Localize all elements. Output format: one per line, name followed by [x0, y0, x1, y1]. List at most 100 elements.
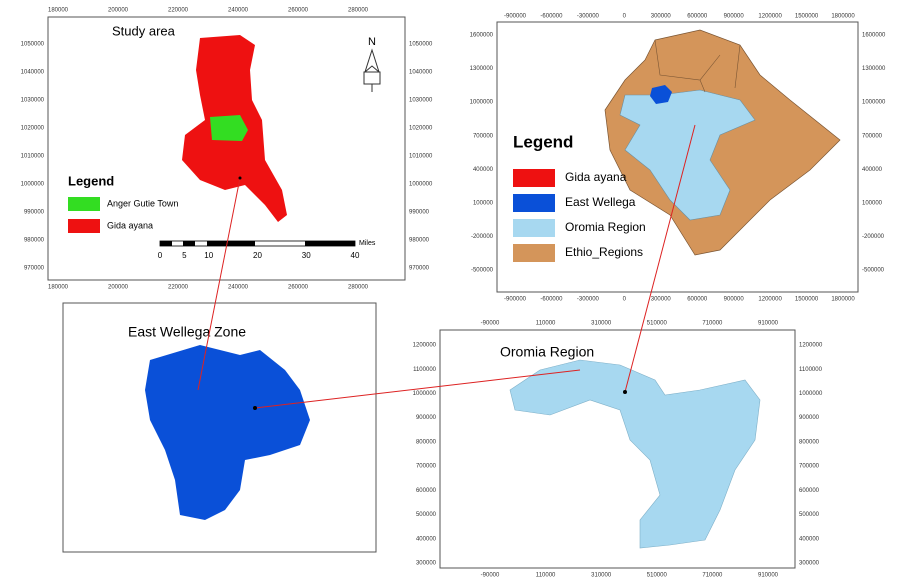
y-tick-label: 1050000: [409, 42, 433, 48]
x-tick-label: -600000: [540, 297, 563, 303]
x-tick-label: 240000: [228, 285, 249, 291]
y-tick-label: 300000: [416, 561, 437, 567]
east-wellega-shape: [145, 345, 310, 520]
oromia-title: Oromia Region: [500, 344, 594, 360]
study-area-title: Study area: [112, 23, 176, 38]
y-tick-label: 980000: [409, 238, 430, 244]
x-tick-label: 1800000: [831, 14, 855, 20]
x-tick-label: 200000: [108, 285, 129, 291]
y-tick-label: 970000: [409, 266, 430, 272]
x-tick-label: 260000: [288, 8, 309, 14]
x-tick-label: 260000: [288, 285, 309, 291]
x-tick-label: 0: [623, 297, 627, 303]
y-tick-label: 1010000: [21, 154, 45, 160]
x-tick-label: 280000: [348, 285, 369, 291]
x-tick-label: -900000: [504, 14, 527, 20]
scale-label: 20: [253, 251, 262, 260]
x-tick-label: 900000: [724, 297, 745, 303]
legend-label: Ethio_Regions: [565, 245, 643, 259]
scale-label: 40: [351, 251, 360, 260]
x-tick-label: 710000: [702, 321, 723, 327]
x-tick-label: 310000: [591, 573, 612, 579]
y-tick-label: 700000: [799, 464, 820, 470]
y-tick-label: 1000000: [470, 100, 494, 106]
y-tick-label: 800000: [416, 439, 437, 445]
y-tick-label: 100000: [862, 200, 883, 206]
y-tick-label: 900000: [799, 415, 820, 421]
y-tick-label: 400000: [862, 167, 883, 173]
region-borders: [654, 39, 741, 93]
x-tick-label: 200000: [108, 8, 129, 14]
east-wellega-title: East Wellega Zone: [128, 324, 246, 340]
y-tick-label: 1030000: [409, 98, 433, 104]
legend-title: Legend: [513, 132, 573, 151]
y-tick-label: 400000: [473, 167, 494, 173]
y-tick-label: 1600000: [862, 33, 886, 39]
y-tick-label: 1100000: [413, 367, 437, 373]
connector-dot: [253, 406, 257, 410]
scale-label: 10: [204, 251, 213, 260]
y-tick-label: -500000: [471, 268, 494, 274]
y-tick-label: -200000: [471, 234, 494, 240]
y-tick-label: 1300000: [470, 66, 494, 72]
x-tick-label: 110000: [536, 573, 556, 579]
legend-label: Oromia Region: [565, 220, 646, 234]
y-tick-label: 800000: [799, 439, 820, 445]
y-tick-label: 1000000: [799, 391, 823, 397]
legend-swatch: [513, 219, 555, 237]
north-label: N: [368, 36, 376, 48]
y-tick-label: 1050000: [21, 42, 45, 48]
x-tick-label: 710000: [702, 573, 723, 579]
y-tick-label: 970000: [24, 266, 45, 272]
x-tick-label: 510000: [647, 573, 668, 579]
y-tick-label: 1000000: [21, 182, 45, 188]
x-tick-label: 300000: [651, 14, 672, 20]
y-tick-label: 1600000: [470, 33, 494, 39]
y-tick-label: 1010000: [409, 154, 433, 160]
legend-swatch: [68, 197, 100, 211]
x-tick-label: 310000: [591, 321, 612, 327]
town-shape: [210, 115, 248, 141]
x-tick-label: -300000: [577, 14, 600, 20]
x-tick-label: 180000: [48, 285, 69, 291]
y-tick-label: 1040000: [409, 70, 433, 76]
y-tick-label: -200000: [862, 234, 885, 240]
legend-swatch: [513, 169, 555, 187]
y-tick-label: 500000: [416, 512, 437, 518]
y-tick-label: 1030000: [21, 98, 45, 104]
legend-label: Anger Gutie Town: [107, 198, 178, 208]
x-tick-label: -90000: [481, 573, 500, 579]
x-tick-label: 1200000: [758, 297, 782, 303]
x-tick-label: 1500000: [795, 14, 819, 20]
scale-unit: Miles: [359, 240, 376, 247]
x-tick-label: 220000: [168, 8, 189, 14]
y-tick-label: 1000000: [409, 182, 433, 188]
x-tick-label: -300000: [577, 297, 600, 303]
y-tick-label: 980000: [24, 238, 45, 244]
y-tick-label: 500000: [799, 512, 820, 518]
x-tick-label: 110000: [536, 321, 556, 327]
east-wellega-in-ethiopia: [650, 85, 672, 104]
y-tick-label: 600000: [416, 488, 437, 494]
y-tick-label: 700000: [416, 464, 437, 470]
oromia-shape: [509, 359, 761, 549]
y-tick-label: 1100000: [799, 367, 823, 373]
legend-label: Gida ayana: [107, 220, 153, 230]
x-tick-label: 0: [623, 14, 627, 20]
legend-label: East Wellega: [565, 195, 636, 209]
y-tick-label: 990000: [409, 210, 430, 216]
y-tick-label: 600000: [799, 488, 820, 494]
y-tick-label: 700000: [862, 133, 883, 139]
y-tick-label: 1020000: [21, 126, 45, 132]
legend-swatch: [513, 244, 555, 262]
x-tick-label: 600000: [687, 14, 708, 20]
y-tick-label: 1000000: [413, 391, 437, 397]
x-tick-label: 600000: [687, 297, 708, 303]
legend-title: Legend: [68, 173, 114, 188]
scale-label: 0: [158, 251, 163, 260]
x-tick-label: 240000: [228, 8, 249, 14]
y-tick-label: 400000: [799, 536, 820, 542]
y-tick-label: -500000: [862, 268, 885, 274]
